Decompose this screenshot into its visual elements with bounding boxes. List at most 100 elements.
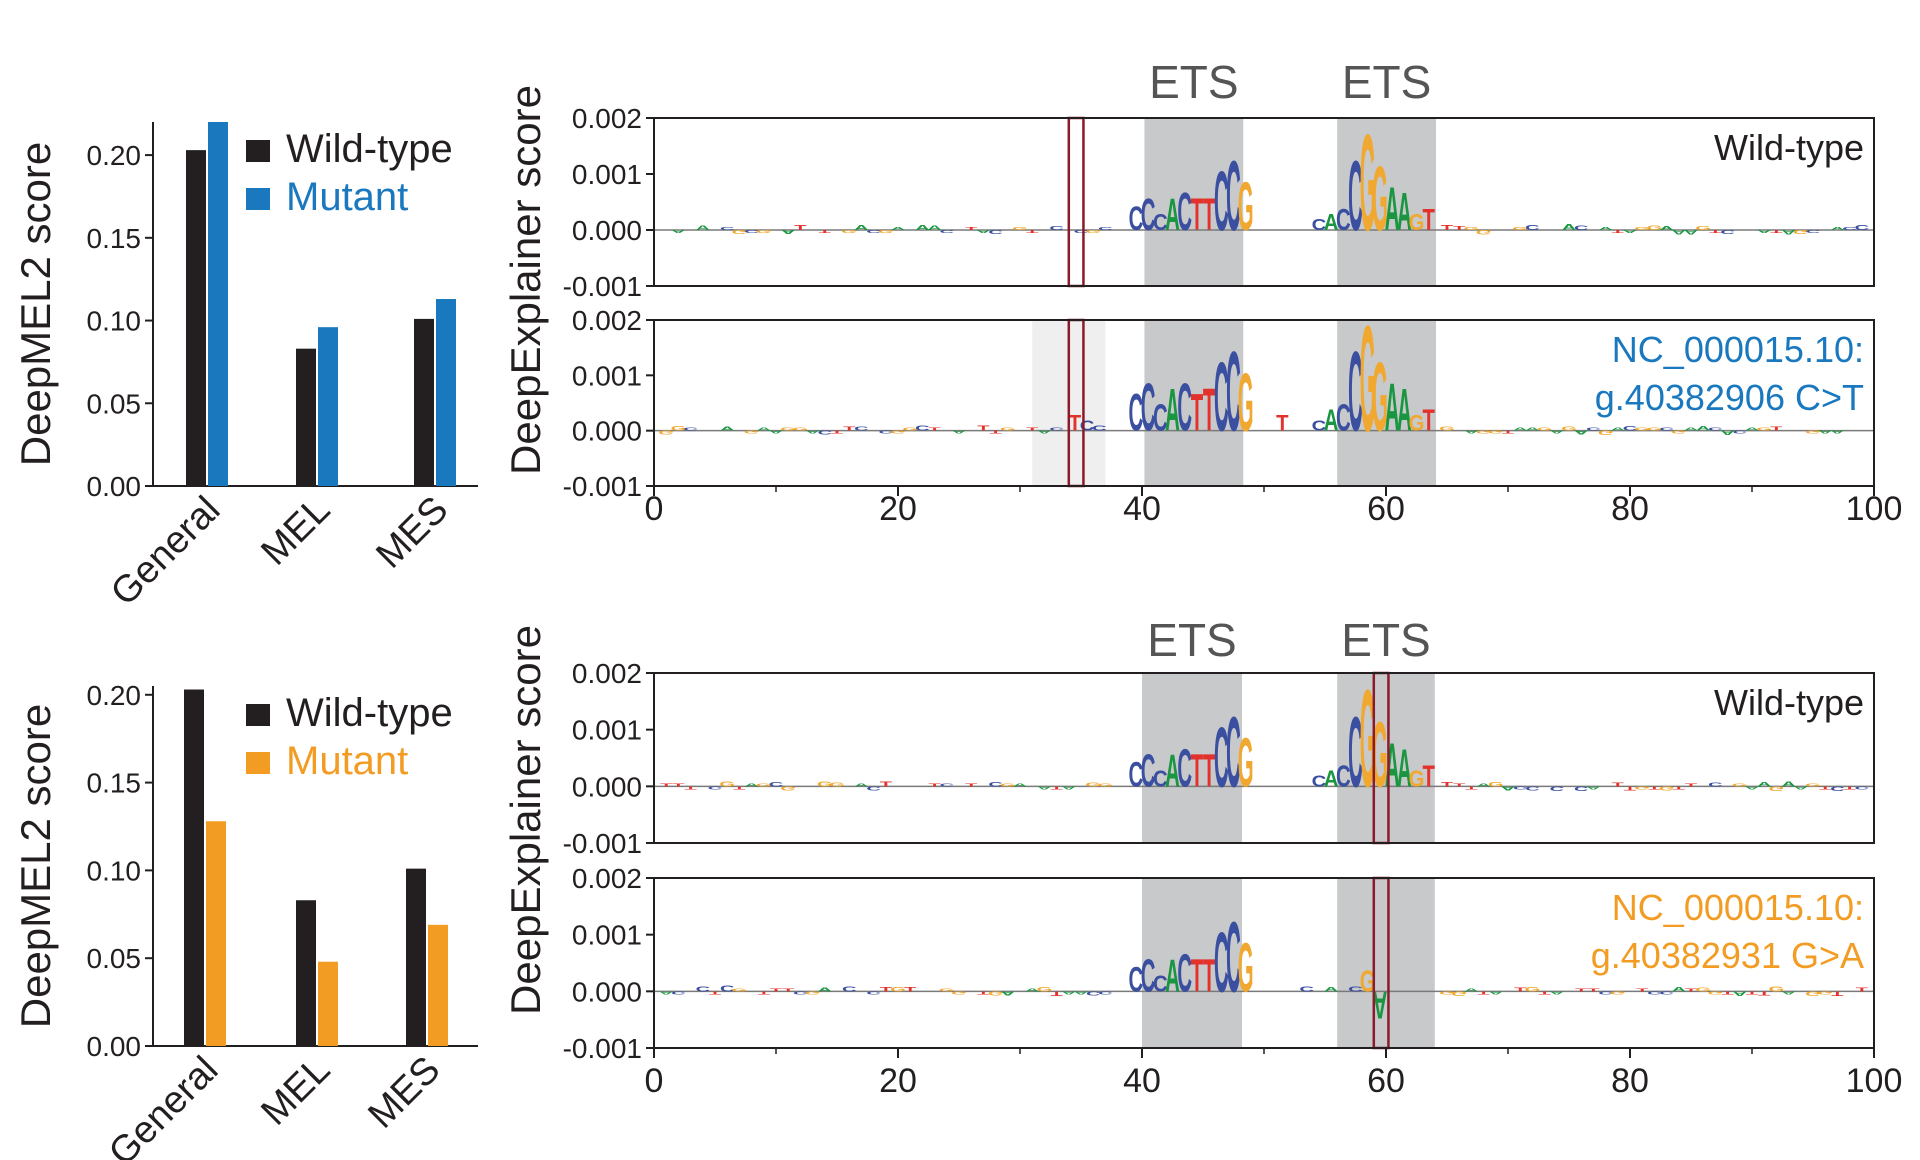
logo-letter-A: A <box>1165 745 1180 797</box>
y-axis-label: DeepMEL2 score <box>12 142 59 467</box>
logo-letter-G: G <box>902 427 918 432</box>
logo-letter-C: C <box>866 990 881 995</box>
logo-letter-A: A <box>1830 226 1845 231</box>
logo-letter-C: C <box>1574 225 1589 232</box>
y-tick-label: 0.20 <box>87 140 142 171</box>
logo-letter-T: T <box>1069 411 1081 436</box>
motif-box <box>1142 878 1243 1048</box>
logo-letter-T: T <box>1624 785 1636 791</box>
logo-letter-C: C <box>1141 189 1156 241</box>
logo-letter-C: C <box>1141 370 1156 446</box>
y-tick-label: 0.10 <box>87 306 142 337</box>
logo-letter-A: A <box>1550 429 1565 434</box>
y-tick-label: 0.001 <box>572 715 642 746</box>
logo-letter-A: A <box>1397 181 1412 242</box>
logo-letter-A: A <box>1586 785 1601 790</box>
logo-letter-C: C <box>1336 204 1351 237</box>
variant-box <box>1067 116 1085 288</box>
logo-letter-C: C <box>793 990 808 995</box>
legend-swatch <box>246 140 270 162</box>
logo-letter-T: T <box>965 226 977 231</box>
logo-letter-T: T <box>904 986 916 993</box>
logo-letter-G: G <box>1610 990 1626 995</box>
logo-letter-A: A <box>952 429 967 434</box>
bar-general-mutant <box>206 821 226 1046</box>
logo-letter-G: G <box>1238 355 1254 448</box>
logo-letter-T: T <box>1612 229 1624 234</box>
logo-letter-G: G <box>1451 990 1467 996</box>
y-tick-label: 0.05 <box>87 943 142 974</box>
logo-letter-C: C <box>1312 216 1327 233</box>
panel-label: NC_000015.10: <box>1612 887 1864 928</box>
logo-letter-T: T <box>1191 384 1204 442</box>
logo-letter-T: T <box>1514 987 1526 993</box>
logo-letter-G: G <box>1439 990 1455 995</box>
logo-letter-A: A <box>1720 429 1735 436</box>
x-tick-label: 80 <box>1611 1062 1649 1100</box>
logo-letter-G: G <box>1409 765 1425 792</box>
logo-letter-C: C <box>1129 756 1144 795</box>
logo-letter-C: C <box>988 229 1003 235</box>
logo-letter-A: A <box>1757 781 1772 788</box>
logo-letter-T: T <box>1026 229 1038 234</box>
logo-letter-C: C <box>1733 429 1748 434</box>
logo-letter-A: A <box>1598 226 1613 231</box>
logo-letter-G: G <box>841 229 857 234</box>
logo-letter-A: A <box>720 426 735 432</box>
logo-letter-G: G <box>829 782 845 788</box>
logo-letter-A: A <box>818 987 833 993</box>
logo-letter-G: G <box>1634 785 1650 790</box>
logo-letter-C: C <box>1855 224 1870 232</box>
logo-letter-T: T <box>660 783 672 788</box>
logo-letter-G: G <box>658 429 674 435</box>
logo-letter-G: G <box>1634 427 1650 432</box>
logo-letter-A: A <box>1324 405 1339 438</box>
logo-letter-C: C <box>1098 226 1113 231</box>
logo-letter-A: A <box>1385 175 1400 243</box>
y-axis-label: DeepExplainer score <box>502 625 549 1015</box>
logo-letter-T: T <box>1422 405 1435 438</box>
logo-letter-A: A <box>1165 189 1180 241</box>
logo-letter-C: C <box>842 985 857 993</box>
logo-letter-T: T <box>1770 229 1782 234</box>
logo-letter-A: A <box>1672 228 1687 234</box>
logo-letter-A: A <box>1062 785 1077 790</box>
logo-letter-G: G <box>1238 168 1254 245</box>
motif-label: ETS <box>1147 614 1236 666</box>
logo-letter-C: C <box>696 985 711 993</box>
y-tick-label: 0.000 <box>572 976 642 1007</box>
logo-letter-C: C <box>1348 141 1363 252</box>
logo-letter-G: G <box>1647 427 1663 432</box>
logo-letter-T: T <box>733 785 745 790</box>
motif-box <box>1337 320 1437 486</box>
logo-letter-A: A <box>1733 990 1748 997</box>
motif-box <box>1337 673 1435 843</box>
logo-letter-G: G <box>1409 209 1425 235</box>
logo-letter-C: C <box>671 990 686 995</box>
y-tick-label: 0.10 <box>87 855 142 886</box>
y-tick-label: 0.001 <box>572 159 642 190</box>
logo-letter-C: C <box>1098 990 1113 995</box>
y-tick-label: 0.002 <box>572 103 642 134</box>
logo-letter-G: G <box>1805 990 1821 997</box>
logo-letter-A: A <box>1165 376 1180 444</box>
logo-letter-A: A <box>1037 429 1052 434</box>
logo-letter-A: A <box>1074 990 1089 995</box>
logo-letter-C: C <box>1550 785 1565 792</box>
logo-letter-A: A <box>1757 229 1772 234</box>
logo-letter-G: G <box>1085 782 1101 788</box>
logo-letter-A: A <box>891 226 906 231</box>
bar-mel-wild-type <box>296 348 316 486</box>
logo-letter-C: C <box>1226 901 1241 1013</box>
logo-letter-G: G <box>1360 295 1376 463</box>
logo-letter-A: A <box>1464 429 1479 434</box>
y-tick-label: 0.15 <box>87 768 142 799</box>
logo-letter-G: G <box>1476 429 1492 434</box>
logo-letter-G: G <box>780 785 796 791</box>
logo-letter-G: G <box>1647 225 1663 232</box>
logo-letter-C: C <box>683 427 698 432</box>
logo-letter-A: A <box>1013 783 1028 788</box>
logo-letter-T: T <box>977 425 989 433</box>
